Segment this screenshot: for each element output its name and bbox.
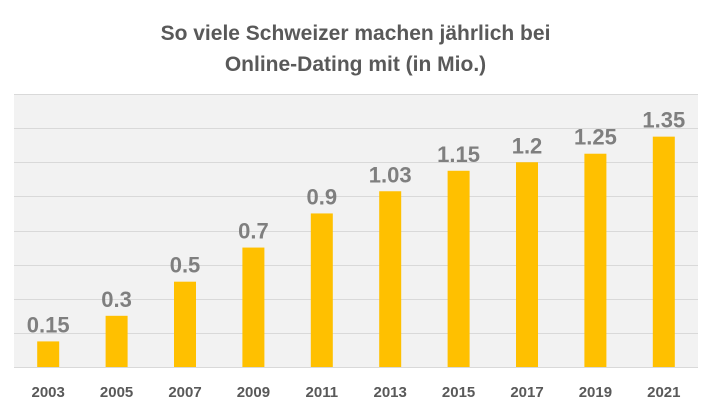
data-label: 1.15	[437, 142, 480, 167]
data-label: 0.5	[170, 253, 201, 278]
bar	[652, 136, 675, 367]
x-tick-label: 2009	[237, 384, 270, 401]
bar	[516, 162, 538, 367]
x-tick-label: 2017	[510, 384, 543, 401]
data-label: 0.9	[307, 184, 338, 209]
x-tick-label: 2003	[32, 384, 65, 401]
x-tick-label: 2005	[100, 384, 133, 401]
x-tick-label: 2019	[579, 384, 612, 401]
bar	[105, 315, 128, 367]
x-tick-label: 2021	[647, 384, 680, 401]
bar	[379, 191, 402, 367]
chart-title: So viele Schweizer machen jährlich bei O…	[0, 18, 711, 80]
bar	[242, 247, 265, 367]
x-tick-label: 2013	[374, 384, 407, 401]
x-tick-label: 2011	[306, 384, 339, 401]
data-label: 0.7	[238, 219, 269, 244]
data-label: 0.3	[101, 287, 132, 312]
plot-area	[14, 94, 698, 367]
bar	[447, 170, 470, 367]
data-label: 0.15	[27, 312, 70, 337]
data-label: 1.25	[574, 125, 617, 150]
x-tick-label: 2007	[168, 384, 201, 401]
bar	[584, 153, 607, 367]
bar	[310, 213, 333, 367]
data-label: 1.35	[642, 108, 685, 133]
bar	[37, 341, 60, 367]
x-tick-label: 2015	[442, 384, 475, 401]
chart-title-line-2: Online-Dating mit (in Mio.)	[224, 53, 487, 76]
data-label: 1.2	[512, 133, 543, 158]
chart-title-line-1: So viele Schweizer machen jährlich bei	[160, 22, 551, 45]
bar	[174, 281, 196, 367]
data-label: 1.03	[369, 162, 412, 187]
